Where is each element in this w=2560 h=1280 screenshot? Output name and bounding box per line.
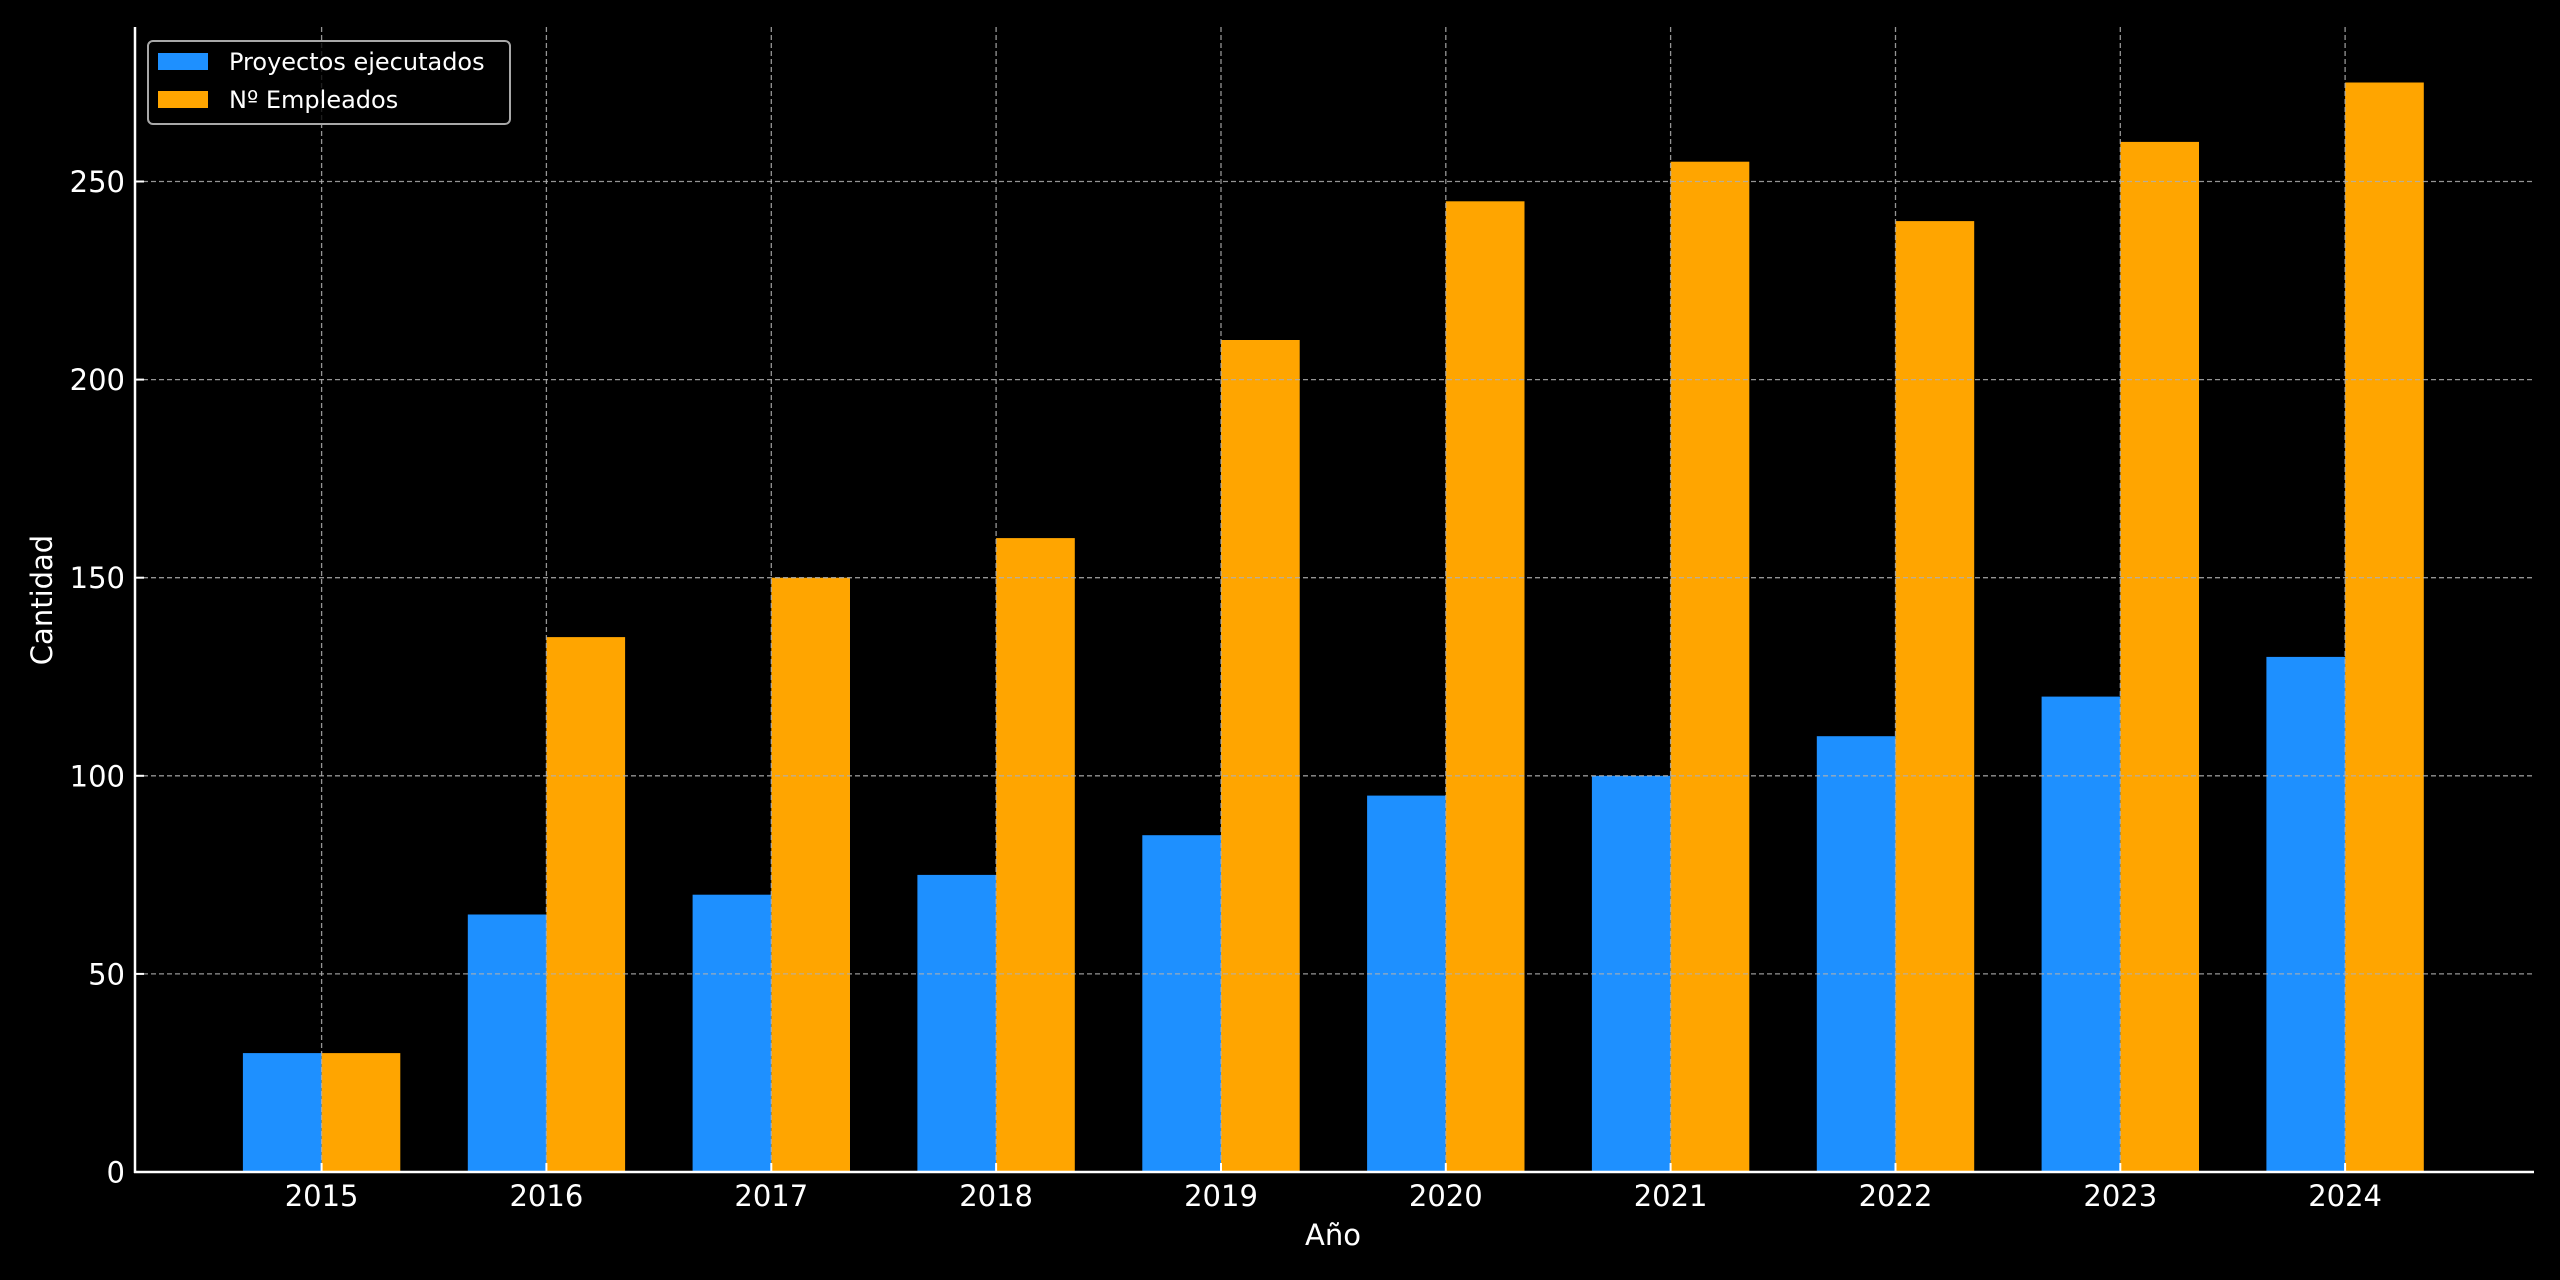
legend-item-proyectos: Proyectos ejecutados bbox=[158, 48, 485, 76]
bar-empleados-2021 bbox=[1670, 161, 1750, 1172]
x-tick-label-2024: 2024 bbox=[2308, 1179, 2382, 1213]
legend-item-empleados: Nº Empleados bbox=[158, 86, 398, 114]
bar-proyectos-2023 bbox=[2041, 696, 2121, 1172]
x-ticks: 2015 2016 2017 2018 2019 2020 2021 2022 2023 2024 bbox=[285, 1163, 2382, 1213]
bars-layer bbox=[242, 82, 2424, 1173]
x-axis-label: Año bbox=[1305, 1218, 1361, 1252]
legend: Proyectos ejecutados Nº Empleados bbox=[147, 40, 511, 125]
legend-box bbox=[147, 40, 511, 125]
legend-swatch-empleados bbox=[158, 91, 208, 108]
x-tick-label-2017: 2017 bbox=[734, 1179, 808, 1213]
bar-proyectos-2018 bbox=[917, 874, 997, 1172]
x-tick-label-2023: 2023 bbox=[2083, 1179, 2157, 1213]
bar-proyectos-2015 bbox=[242, 1053, 322, 1172]
bar-empleados-2022 bbox=[1895, 221, 1975, 1173]
x-tick-label-2019: 2019 bbox=[1184, 1179, 1258, 1213]
y-tick-label-150: 150 bbox=[70, 561, 125, 595]
x-tick-label-2022: 2022 bbox=[1859, 1179, 1933, 1213]
axes-layer bbox=[133, 27, 2534, 1174]
y-axis-label: Cantidad bbox=[25, 535, 59, 665]
x-tick-label-2018: 2018 bbox=[959, 1179, 1033, 1213]
x-tick-label-2016: 2016 bbox=[509, 1179, 583, 1213]
legend-label-proyectos: Proyectos ejecutados bbox=[229, 48, 485, 76]
legend-swatch-proyectos bbox=[158, 53, 208, 70]
y-tick-label-100: 100 bbox=[70, 759, 125, 793]
y-tick-label-0: 0 bbox=[107, 1156, 125, 1190]
bar-proyectos-2019 bbox=[1142, 835, 1221, 1172]
x-tick-label-2021: 2021 bbox=[1634, 1179, 1708, 1213]
bar-empleados-2016 bbox=[546, 637, 626, 1172]
bar-empleados-2020 bbox=[1445, 201, 1525, 1173]
bar-proyectos-2016 bbox=[467, 914, 547, 1172]
bar-empleados-2019 bbox=[1221, 340, 1300, 1172]
x-tick-label-2020: 2020 bbox=[1409, 1179, 1483, 1213]
bar-proyectos-2017 bbox=[692, 894, 772, 1172]
bar-proyectos-2024 bbox=[2266, 656, 2346, 1172]
bar-empleados-2023 bbox=[2120, 141, 2199, 1172]
bar-empleados-2017 bbox=[771, 577, 850, 1172]
grid-layer bbox=[135, 27, 2534, 1172]
bar-proyectos-2020 bbox=[1367, 795, 1446, 1172]
bar-empleados-2024 bbox=[2345, 82, 2424, 1172]
x-tick-label-2015: 2015 bbox=[285, 1179, 359, 1213]
y-tick-label-50: 50 bbox=[88, 957, 125, 991]
y-ticks: 0 50 100 150 200 250 bbox=[70, 165, 144, 1190]
y-tick-label-200: 200 bbox=[70, 363, 125, 397]
bar-empleados-2018 bbox=[996, 538, 1075, 1172]
y-tick-label-250: 250 bbox=[70, 165, 125, 199]
bar-empleados-2015 bbox=[321, 1053, 401, 1172]
legend-label-empleados: Nº Empleados bbox=[229, 86, 398, 114]
bar-proyectos-2022 bbox=[1816, 736, 1896, 1172]
